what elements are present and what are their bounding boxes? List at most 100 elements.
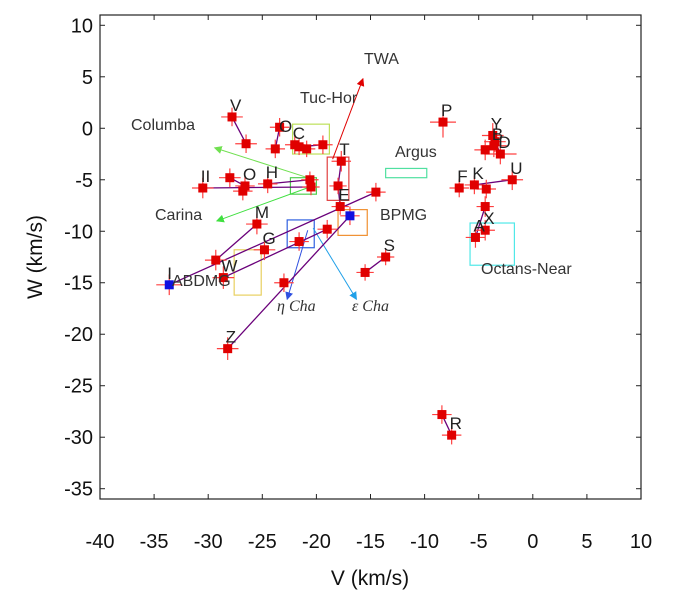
- star-label-g: G: [262, 229, 275, 248]
- label-argus: Argus: [395, 144, 437, 161]
- x-tick-label--25: -25: [248, 531, 277, 553]
- star-point-22: [322, 224, 332, 234]
- star-label-w: W: [221, 257, 237, 276]
- box-abdmg: [233, 249, 262, 296]
- star-point-27: [360, 267, 370, 277]
- star-label-h: H: [266, 163, 278, 182]
- box-octans-near: [469, 222, 516, 266]
- mean-label-i: I: [167, 264, 172, 283]
- label-octans: Octans-Near: [481, 261, 572, 278]
- star-label-x: X: [483, 209, 494, 228]
- y-tick-label-5: 5: [82, 67, 93, 89]
- x-tick-label--30: -30: [194, 531, 223, 553]
- star-point-0: [227, 112, 237, 122]
- star-label-u: U: [510, 159, 522, 178]
- star-point-34: [495, 149, 505, 159]
- star-point-24: [218, 273, 228, 283]
- twa-arrow: [332, 77, 365, 160]
- y-tick-label--10: -10: [64, 221, 93, 243]
- label-etacha: η Cha: [277, 298, 316, 315]
- star-point-30: [488, 130, 498, 140]
- star-point-18: [198, 183, 208, 193]
- x-axis-title: V (km/s): [331, 567, 409, 590]
- star-label-o: O: [243, 165, 256, 184]
- star-point-1: [241, 139, 251, 149]
- star-point-29: [438, 117, 448, 127]
- star-point-19: [252, 219, 262, 229]
- star-point-15: [305, 175, 315, 185]
- star-point-40: [480, 225, 490, 235]
- star-point-5: [294, 142, 304, 152]
- y-tick-label--35: -35: [64, 479, 93, 501]
- box-carina: [289, 177, 318, 195]
- star-point-3: [270, 144, 280, 154]
- y-tick-label--30: -30: [64, 427, 93, 449]
- columba-arrow: [213, 146, 308, 179]
- star-label-t: T: [339, 140, 349, 159]
- star-point-38: [507, 175, 517, 185]
- star-point-41: [470, 232, 480, 242]
- box-eta-cha-box: [286, 219, 315, 249]
- label-twa: TWA: [364, 51, 399, 68]
- star-label-b: B: [492, 125, 503, 144]
- label-tuchor: Tuc-Hor: [300, 90, 358, 107]
- label-columba: Columba: [131, 117, 195, 134]
- star-label-v: V: [230, 96, 242, 115]
- y-tick-label-0: 0: [82, 118, 93, 140]
- star-point-36: [469, 180, 479, 190]
- star-label-y: Y: [491, 114, 502, 133]
- star-label-d: D: [498, 133, 510, 152]
- y-tick-label--5: -5: [75, 170, 93, 192]
- x-tick-label--5: -5: [470, 531, 488, 553]
- star-point-16: [306, 182, 316, 192]
- star-point-39: [480, 202, 490, 212]
- star-point-17: [371, 187, 381, 197]
- star-label-c: C: [293, 124, 305, 143]
- star-point-11: [240, 181, 250, 191]
- y-tick-label--15: -15: [64, 273, 93, 295]
- x-tick-label-0: 0: [527, 531, 538, 553]
- group-labels: TWA Tuc-Hor Columba Argus Carina BPMG Oc…: [131, 51, 572, 315]
- y-tick-label--20: -20: [64, 324, 93, 346]
- star-point-23: [211, 255, 221, 265]
- star-point-33: [480, 145, 490, 155]
- star-point-12: [225, 173, 235, 183]
- star-point-20: [259, 245, 269, 255]
- star-label-f: F: [457, 167, 467, 186]
- carina-arrow: [215, 186, 311, 223]
- x-tick-label-5: 5: [581, 531, 592, 553]
- track-10: [215, 223, 258, 261]
- star-label-r: R: [450, 414, 462, 433]
- x-tick-label--10: -10: [410, 531, 439, 553]
- star-point-42: [437, 410, 447, 420]
- data-points: [164, 112, 517, 440]
- star-point-14: [263, 179, 273, 189]
- box-tuc-hor: [291, 123, 330, 155]
- star-label-e: E: [338, 186, 349, 205]
- box-argus: [385, 167, 428, 179]
- x-tick-label--20: -20: [302, 531, 331, 553]
- star-point-10: [335, 202, 345, 212]
- x-tick-label--40: -40: [86, 531, 115, 553]
- x-axis-ticks: -40 -35 -30 -25 -20 -15 -10 -5 0 5 10: [86, 15, 652, 553]
- track-8: [202, 186, 311, 189]
- label-oc: O: [279, 117, 292, 136]
- y-tick-label-10: 10: [71, 15, 93, 37]
- box-bpmg: [337, 209, 368, 236]
- star-point-35: [454, 183, 464, 193]
- star-point-32: [489, 141, 499, 151]
- x-tick-label-10: 10: [630, 531, 652, 553]
- star-label-s: S: [384, 236, 395, 255]
- track-17: [474, 206, 486, 238]
- y-tick-label--25: -25: [64, 376, 93, 398]
- label-abdmg: ABDMG: [172, 273, 231, 290]
- label-bpmg: BPMG: [380, 207, 427, 224]
- y-axis-ticks: -35 -30 -25 -20 -15 -10 -5 0 5 10: [64, 15, 641, 501]
- star-label-z: Z: [226, 328, 236, 347]
- track-11: [223, 228, 328, 279]
- star-point-43: [447, 430, 457, 440]
- star-point-28: [223, 344, 233, 354]
- star-point-26: [381, 252, 391, 262]
- label-epscha: ε Cha: [352, 298, 389, 315]
